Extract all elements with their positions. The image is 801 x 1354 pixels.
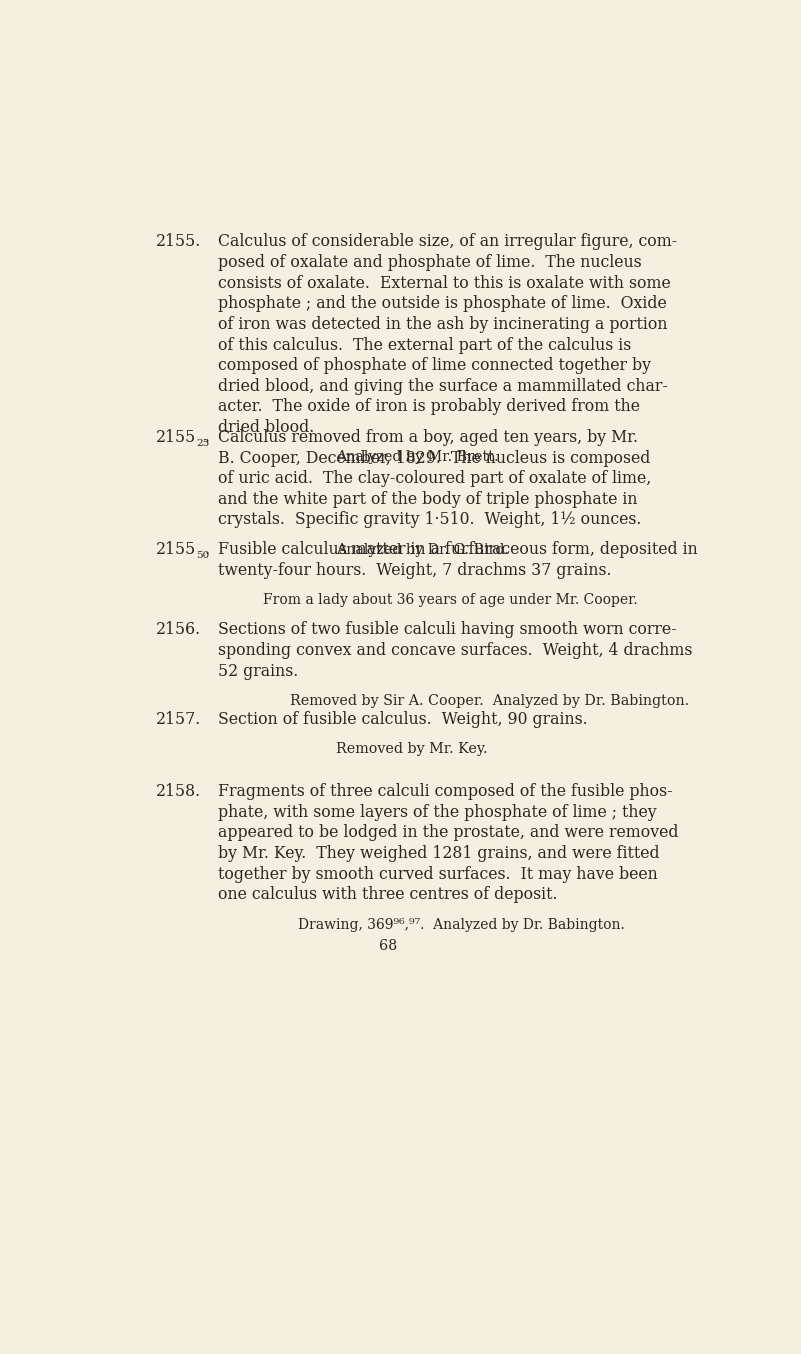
Text: together by smooth curved surfaces.  It may have been: together by smooth curved surfaces. It m… [218, 865, 658, 883]
Text: crystals.  Specific gravity 1·510.  Weight, 1½ ounces.: crystals. Specific gravity 1·510. Weight… [218, 512, 642, 528]
Text: Fusible calculus matter in a furfuraceous form, deposited in: Fusible calculus matter in a furfuraceou… [218, 542, 698, 558]
Text: 52 grains.: 52 grains. [218, 662, 298, 680]
Text: B. Cooper, December, 1829.  The nucleus is composed: B. Cooper, December, 1829. The nucleus i… [218, 450, 650, 467]
Text: Sections of two fusible calculi having smooth worn corre-: Sections of two fusible calculi having s… [218, 621, 677, 638]
Text: Fragments of three calculi composed of the fusible phos-: Fragments of three calculi composed of t… [218, 783, 673, 800]
Text: 2157.: 2157. [156, 711, 201, 727]
Text: 2156.: 2156. [156, 621, 201, 638]
Text: Removed by Sir A. Cooper.  Analyzed by Dr. Babington.: Removed by Sir A. Cooper. Analyzed by Dr… [290, 695, 689, 708]
Text: From a lady about 36 years of age under Mr. Cooper.: From a lady about 36 years of age under … [263, 593, 638, 608]
Text: appeared to be lodged in the prostate, and were removed: appeared to be lodged in the prostate, a… [218, 825, 678, 841]
Text: by Mr. Key.  They weighed 1281 grains, and were fitted: by Mr. Key. They weighed 1281 grains, an… [218, 845, 659, 862]
Text: 25: 25 [195, 439, 209, 448]
Text: one calculus with three centres of deposit.: one calculus with three centres of depos… [218, 887, 557, 903]
Text: Section of fusible calculus.  Weight, 90 grains.: Section of fusible calculus. Weight, 90 … [218, 711, 588, 727]
Text: .: . [205, 542, 210, 558]
Text: 68: 68 [379, 940, 397, 953]
Text: 2155: 2155 [156, 542, 196, 558]
Text: twenty-four hours.  Weight, 7 drachms 37 grains.: twenty-four hours. Weight, 7 drachms 37 … [218, 562, 611, 580]
Text: of iron was detected in the ash by incinerating a portion: of iron was detected in the ash by incin… [218, 315, 667, 333]
Text: Analyzed by Dr. G. Bird.: Analyzed by Dr. G. Bird. [336, 543, 509, 556]
Text: and the white part of the body of triple phosphate in: and the white part of the body of triple… [218, 490, 638, 508]
Text: Calculus removed from a boy, aged ten years, by Mr.: Calculus removed from a boy, aged ten ye… [218, 429, 638, 445]
Text: of uric acid.  The clay-coloured part of oxalate of lime,: of uric acid. The clay-coloured part of … [218, 470, 651, 487]
Text: of this calculus.  The external part of the calculus is: of this calculus. The external part of t… [218, 337, 631, 353]
Text: dried blood, and giving the surface a mammillated char-: dried blood, and giving the surface a ma… [218, 378, 668, 395]
Text: phosphate ; and the outside is phosphate of lime.  Oxide: phosphate ; and the outside is phosphate… [218, 295, 666, 313]
Text: 2155.: 2155. [156, 233, 201, 250]
Text: phate, with some layers of the phosphate of lime ; they: phate, with some layers of the phosphate… [218, 804, 657, 821]
Text: .: . [205, 429, 210, 445]
Text: sponding convex and concave surfaces.  Weight, 4 drachms: sponding convex and concave surfaces. We… [218, 642, 692, 659]
Text: composed of phosphate of lime connected together by: composed of phosphate of lime connected … [218, 357, 651, 374]
Text: Calculus of considerable size, of an irregular figure, com-: Calculus of considerable size, of an irr… [218, 233, 677, 250]
Text: Analyzed by Mr. Brett.: Analyzed by Mr. Brett. [336, 451, 499, 464]
Text: dried blood.: dried blood. [218, 418, 314, 436]
Text: posed of oxalate and phosphate of lime.  The nucleus: posed of oxalate and phosphate of lime. … [218, 255, 642, 271]
Text: Drawing, 369⁹⁶,⁹⁷.  Analyzed by Dr. Babington.: Drawing, 369⁹⁶,⁹⁷. Analyzed by Dr. Babin… [298, 918, 625, 932]
Text: consists of oxalate.  External to this is oxalate with some: consists of oxalate. External to this is… [218, 275, 670, 291]
Text: 2155: 2155 [156, 429, 196, 445]
Text: Removed by Mr. Key.: Removed by Mr. Key. [336, 742, 488, 756]
Text: 50: 50 [195, 551, 209, 561]
Text: acter.  The oxide of iron is probably derived from the: acter. The oxide of iron is probably der… [218, 398, 640, 416]
Text: 2158.: 2158. [156, 783, 201, 800]
